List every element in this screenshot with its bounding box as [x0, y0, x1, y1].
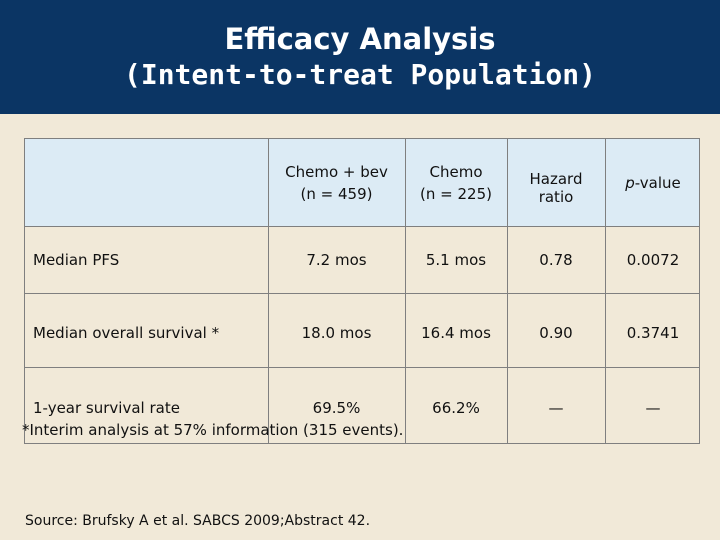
cell-chemo-bev: 18.0 mos: [301, 324, 372, 342]
header-chemo-bev: Chemo + bev (n = 459): [285, 163, 388, 203]
column-divider: [605, 139, 606, 443]
row-divider: [25, 367, 699, 368]
cell-p-value: 0.0072: [626, 251, 680, 269]
cell-p-value: —: [645, 399, 661, 417]
cell-hazard-ratio: 0.90: [539, 324, 573, 342]
title-bar: Efficacy Analysis (Intent-to-treat Popul…: [0, 0, 720, 114]
row-label-median-pfs: Median PFS: [33, 251, 120, 269]
cell-hazard-ratio: —: [548, 399, 564, 417]
header-hazard-ratio: Hazard ratio: [529, 170, 583, 206]
cell-chemo-bev: 7.2 mos: [306, 251, 367, 269]
column-divider: [507, 139, 508, 443]
row-label-1yr-survival: 1-year survival rate: [33, 399, 180, 417]
column-divider: [268, 139, 269, 443]
cell-chemo: 16.4 mos: [421, 324, 491, 342]
cell-chemo: 5.1 mos: [425, 251, 487, 269]
header-p-value: p-value: [625, 174, 681, 192]
column-divider: [405, 139, 406, 443]
cell-chemo: 66.2%: [432, 399, 480, 417]
slide-title-line-1: Efficacy Analysis: [224, 22, 496, 56]
table-header-row: [25, 139, 699, 227]
cell-hazard-ratio: 0.78: [539, 251, 573, 269]
header-chemo: Chemo (n = 225): [420, 163, 492, 203]
row-label-median-os: Median overall survival *: [33, 324, 220, 342]
source-citation: Source: Brufsky A et al. SABCS 2009;Abst…: [25, 513, 371, 529]
cell-chemo-bev: 69.5%: [312, 399, 361, 417]
cell-p-value: 0.3741: [626, 324, 680, 342]
efficacy-table: Chemo + bev (n = 459) Chemo (n = 225) Haza…: [24, 138, 700, 444]
row-divider: [25, 293, 699, 294]
footnote: *Interim analysis at 57% information (31…: [22, 421, 404, 439]
slide-title-line-2: (Intent-to-treat Population): [123, 58, 596, 91]
